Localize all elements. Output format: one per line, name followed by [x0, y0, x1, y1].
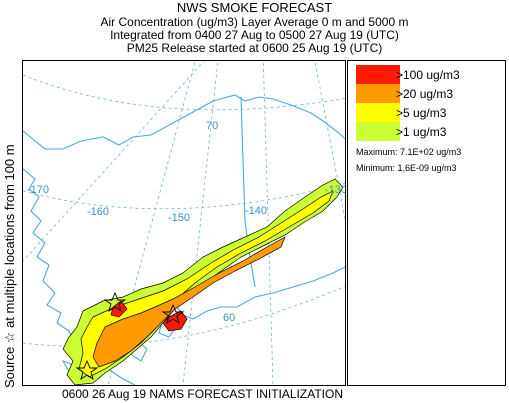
concentration-subtitle: Air Concentration (ug/m3) Layer Average …	[100, 15, 409, 29]
plume-level-20	[92, 236, 286, 368]
legend-item-20: >20 ug/m3	[356, 84, 499, 103]
source-star-icon	[75, 359, 99, 381]
forecast-title: NWS SMOKE FORECAST	[176, 0, 333, 15]
legend-swatch	[356, 103, 400, 122]
legend-panel: >100 ug/m3 >20 ug/m3 >5 ug/m3 >1 ug/m3 M…	[347, 60, 506, 386]
north-coast	[23, 94, 345, 150]
release-info: PM25 Release started at 0600 25 Aug 19 (…	[126, 41, 383, 55]
lon-line-150	[182, 61, 219, 385]
lon-line-140	[262, 61, 274, 385]
legend-item-100: >100 ug/m3	[356, 65, 499, 84]
maximum-value: Maximum: 7.1E+02 ug/m3	[356, 147, 462, 157]
integration-period: Integrated from 0400 27 Aug to 0500 27 A…	[110, 28, 399, 42]
legend-swatch	[356, 84, 400, 103]
source-star-icon	[161, 303, 185, 325]
lon-label-130: -130	[325, 184, 345, 196]
legend-label: >20 ug/m3	[396, 87, 454, 101]
minimum-value: Minimum: 1.6E-09 ug/m3	[356, 163, 457, 173]
lon-label-140: -140	[245, 205, 267, 217]
lat-line-70	[23, 74, 345, 111]
plume-level-100-west	[110, 300, 128, 318]
source-markers	[75, 291, 185, 381]
lon-label-170: -170	[27, 184, 49, 196]
initialization-footer: 0600 26 Aug 19 NAMS FORECAST INITIALIZAT…	[62, 387, 343, 401]
lat-label-60: 60	[223, 312, 235, 324]
legend-item-5: >5 ug/m3	[356, 103, 499, 122]
legend-label: >5 ug/m3	[396, 106, 447, 120]
lon-label-160: -160	[87, 206, 109, 218]
legend-swatch	[356, 122, 400, 141]
lon-line-170	[23, 61, 205, 262]
legend-label: >1 ug/m3	[396, 125, 447, 139]
lat-line-60	[23, 285, 345, 347]
lon-label-150: -150	[168, 212, 190, 224]
lon-line-130	[314, 61, 345, 222]
legend-item-1: >1 ug/m3	[356, 122, 499, 141]
lat-label-70: 70	[206, 120, 218, 132]
source-label: Source ☆ at multiple locations from 100 …	[2, 144, 17, 388]
smoke-plume	[62, 178, 344, 385]
map-canvas: -170 -160 -150 -140 -130 70 60	[23, 61, 345, 385]
plume-level-100	[162, 310, 188, 332]
smoke-map: -170 -160 -150 -140 -130 70 60	[22, 60, 346, 386]
legend-label: >100 ug/m3	[396, 68, 460, 82]
legend-swatch	[356, 65, 400, 84]
source-star-icon	[103, 291, 127, 313]
